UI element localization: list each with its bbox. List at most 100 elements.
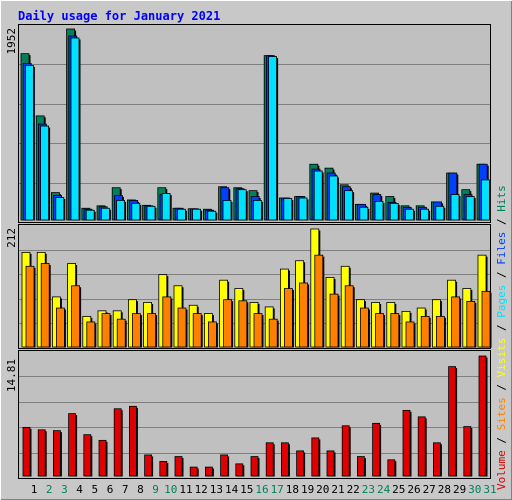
- legend-sep-1: /: [495, 430, 508, 450]
- sites-bar-day-4: [71, 285, 80, 348]
- pages-bar-day-15: [237, 189, 247, 221]
- sites-bar-day-5: [86, 321, 96, 348]
- pages-bar-day-17: [268, 56, 278, 221]
- volume-bar-day-30: [463, 426, 472, 477]
- volume-bar-day-5: [83, 434, 92, 477]
- day-label-17: 17: [271, 483, 284, 496]
- volume-bar-day-31: [478, 355, 487, 477]
- sites-bar-day-2: [40, 263, 50, 348]
- sites-bar-day-14: [223, 299, 233, 348]
- panel-1-gridlines: [19, 64, 490, 184]
- volume-bar-day-23: [356, 456, 365, 477]
- volume-bar-day-3: [53, 430, 61, 477]
- volume-bar-day-29: [448, 366, 457, 477]
- sites-bar-day-30: [466, 300, 476, 348]
- day-label-18: 18: [286, 483, 299, 496]
- pages-bar-day-30: [465, 196, 475, 221]
- sites-bar-day-25: [390, 313, 400, 348]
- sites-bar-day-7: [116, 318, 126, 348]
- pages-bar-day-28: [435, 205, 445, 221]
- pages-bar-day-3: [55, 197, 65, 221]
- volume-bar-day-28: [432, 442, 441, 477]
- day-label-7: 7: [122, 483, 129, 496]
- volume-bar-day-20: [311, 437, 320, 477]
- day-label-31: 31: [483, 483, 496, 496]
- volume-bar-day-19: [296, 450, 305, 477]
- day-label-9: 9: [152, 483, 159, 496]
- volume-bar-day-24: [372, 422, 381, 477]
- sites-bar-day-9: [147, 313, 157, 348]
- pages-bar-day-11: [176, 208, 186, 221]
- pages-bar-day-27: [420, 208, 430, 221]
- pages-bar-day-10: [161, 193, 171, 221]
- panel-2-gridlines: [19, 250, 490, 324]
- day-label-16: 16: [255, 483, 268, 496]
- day-label-15: 15: [240, 483, 253, 496]
- pages-bar-day-7: [116, 200, 125, 221]
- volume-bar-day-15: [235, 463, 244, 477]
- sites-bar-day-15: [238, 300, 248, 348]
- pages-bar-day-16: [252, 200, 262, 221]
- pages-bar-day-14: [222, 200, 232, 221]
- legend-sep-5: /: [495, 212, 508, 232]
- day-label-6: 6: [107, 483, 114, 496]
- pages-bar-day-21: [328, 175, 338, 221]
- pages-bar-day-18: [283, 198, 293, 221]
- day-label-24: 24: [377, 483, 391, 496]
- legend-files: Files: [495, 232, 508, 265]
- panel-1-max-label: 1952: [5, 28, 18, 55]
- sites-bar-day-17: [268, 318, 278, 348]
- panel-1-background: [18, 24, 491, 223]
- day-label-20: 20: [316, 483, 329, 496]
- pages-bar-day-23: [359, 206, 369, 221]
- sites-bar-day-11: [177, 307, 187, 348]
- sites-bar-day-23: [359, 307, 369, 348]
- volume-bar-day-12: [189, 466, 198, 477]
- pages-bar-day-12: [192, 208, 202, 221]
- volume-bar-day-14: [220, 454, 229, 477]
- day-label-22: 22: [347, 483, 360, 496]
- volume-bar-day-4: [68, 413, 76, 477]
- legend-hits: Hits: [495, 185, 508, 212]
- volume-bar-day-26: [402, 409, 411, 477]
- sites-bar-day-24: [375, 313, 385, 348]
- day-label-8: 8: [137, 483, 144, 496]
- pages-bar-day-4: [70, 37, 80, 221]
- legend-sep-2: /: [495, 377, 508, 397]
- sites-bar-day-29: [451, 296, 461, 348]
- volume-bar-day-18: [280, 442, 289, 477]
- day-label-19: 19: [301, 483, 314, 496]
- volume-bar-day-6: [98, 439, 107, 477]
- day-label-1: 1: [31, 483, 38, 496]
- legend: Volume / Sites / Visits / Pages / Files …: [495, 185, 508, 490]
- day-label-3: 3: [61, 483, 68, 496]
- legend-sep-3: /: [495, 318, 508, 338]
- day-label-28: 28: [438, 483, 451, 496]
- sites-bar-day-1: [25, 265, 35, 348]
- day-label-23: 23: [362, 483, 375, 496]
- day-label-10: 10: [164, 483, 177, 496]
- day-label-25: 25: [392, 483, 405, 496]
- volume-bar-day-10: [159, 461, 168, 477]
- sites-bar-day-16: [253, 313, 263, 348]
- sites-bar-day-13: [207, 321, 217, 348]
- pages-bar-day-22: [344, 190, 354, 221]
- panel-2-bars: [21, 228, 492, 348]
- sites-bar-day-19: [299, 282, 309, 348]
- volume-bar-day-1: [22, 426, 31, 477]
- legend-sep-4: /: [495, 265, 508, 285]
- sites-bar-day-8: [131, 313, 141, 348]
- sites-bar-day-12: [192, 313, 202, 348]
- panel-visits-sites: [18, 224, 492, 349]
- volume-bar-day-25: [387, 459, 396, 477]
- day-label-11: 11: [179, 483, 192, 496]
- day-label-2: 2: [46, 483, 53, 496]
- panel-volume: [18, 350, 491, 479]
- day-label-4: 4: [76, 483, 83, 496]
- volume-bar-day-7: [113, 408, 122, 477]
- pages-bar-day-8: [131, 202, 141, 221]
- day-label-29: 29: [453, 483, 466, 496]
- volume-bar-day-9: [144, 454, 153, 477]
- volume-bar-day-13: [204, 466, 213, 477]
